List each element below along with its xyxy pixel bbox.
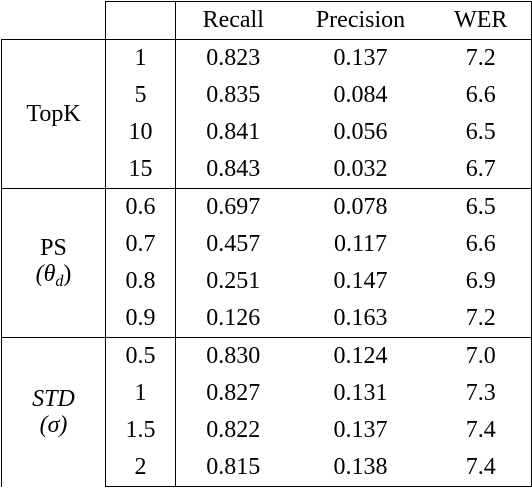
param-cell: 0.5 (105, 337, 176, 375)
results-table: Recall Precision WER TopK 1 0.823 0.137 7.2 5 0.8… (1, 1, 532, 487)
value-cell: 7.3 (430, 375, 532, 412)
data-row: 0.7 0.457 0.117 6.6 (2, 226, 532, 263)
value-cell: 0.830 (175, 337, 291, 375)
value-cell: 7.4 (430, 449, 532, 487)
value-cell: 0.835 (206, 82, 261, 109)
value-cell: 6.9 (430, 263, 532, 300)
param-cell: 10 (105, 114, 176, 151)
value-cell: 0.131 (333, 380, 388, 407)
value-cell: 6.6 (430, 77, 532, 114)
value-cell: 0.815 (175, 449, 291, 487)
data-row: 2 0.815 0.138 7.4 (2, 449, 532, 487)
value-cell: 0.124 (290, 337, 431, 375)
data-row: 1 0.827 0.131 7.3 (2, 375, 532, 412)
value-cell: 0.137 (333, 417, 388, 444)
value-cell: 0.823 (175, 39, 291, 77)
value-cell: 6.5 (430, 188, 532, 226)
data-row: 15 0.843 0.032 6.7 (2, 151, 532, 189)
label-part: (σ) (39, 412, 68, 439)
param-cell: 1.5 (105, 412, 176, 449)
header-cell (105, 1, 176, 40)
label-part: ) (63, 261, 72, 288)
value-cell: 0.137 (290, 39, 431, 77)
label-part: PS (40, 235, 67, 261)
value-cell: 7.2 (430, 300, 532, 338)
value-cell: 0.084 (333, 82, 388, 109)
group-label: PS (θd) (1, 188, 106, 338)
value-cell: 0.117 (333, 231, 388, 258)
group-label-line: PS (2, 235, 105, 261)
label-part: TopK (26, 100, 81, 127)
header-cell: Recall (175, 1, 291, 40)
value-cell: 0.841 (206, 119, 261, 146)
data-row: STD (σ) 0.5 0.830 0.124 7.0 (1, 337, 532, 487)
header-row: Recall Precision WER (1, 1, 532, 40)
value-cell: 6.6 (430, 226, 532, 263)
value-cell: 0.457 (206, 231, 261, 258)
table-body: Recall Precision WER TopK 1 0.823 0.137 7.2 5 0.8… (1, 1, 532, 487)
header-cell: WER (430, 1, 532, 40)
data-row: 10 0.841 0.056 6.5 (2, 114, 532, 151)
value-cell: 0.147 (333, 268, 388, 295)
header-cell: Precision (290, 1, 431, 40)
value-cell: 0.827 (206, 380, 261, 407)
param-cell: 1 (105, 39, 176, 77)
label-part: d (55, 273, 64, 291)
value-cell: 0.126 (175, 300, 291, 338)
param-cell: 2 (105, 449, 176, 487)
data-row: 0.8 0.251 0.147 6.9 (2, 263, 532, 300)
group-label: STD (σ) (1, 337, 106, 487)
value-cell: 7.4 (430, 412, 532, 449)
data-row: TopK 1 0.823 0.137 7.2 (1, 39, 532, 189)
data-row: PS (θd) 0.6 0.697 0.078 6.5 (1, 188, 532, 338)
param-cell: 0.9 (105, 300, 176, 338)
value-cell: 0.056 (333, 119, 388, 146)
value-cell: 7.2 (430, 39, 532, 77)
param-cell: 0.7 (105, 226, 176, 263)
value-cell: 6.7 (430, 151, 532, 189)
corner-cell (1, 1, 106, 40)
param-cell: 5 (105, 77, 176, 114)
value-cell: 6.5 (430, 114, 532, 151)
value-cell: 0.697 (175, 188, 291, 226)
value-cell: 0.843 (175, 151, 291, 189)
group-label-line: TopK (2, 101, 105, 127)
data-row: 5 0.835 0.084 6.6 (2, 77, 532, 114)
param-cell: 0.6 (105, 188, 176, 226)
value-cell: 0.251 (206, 268, 261, 295)
group-label-line: (σ) (2, 412, 105, 438)
label-part: STD (32, 385, 75, 412)
param-cell: 15 (105, 151, 176, 189)
param-cell: 1 (105, 375, 176, 412)
group-label-line: STD (2, 386, 105, 412)
group-label-line: (θd) (2, 261, 105, 291)
value-cell: 0.138 (290, 449, 431, 487)
value-cell: 0.078 (290, 188, 431, 226)
value-cell: 0.822 (206, 417, 261, 444)
value-cell: 0.032 (290, 151, 431, 189)
data-row: 1.5 0.822 0.137 7.4 (2, 412, 532, 449)
group-label: TopK (1, 39, 106, 189)
label-part: (θ (35, 261, 56, 288)
param-cell: 0.8 (105, 263, 176, 300)
value-cell: 0.163 (290, 300, 431, 338)
value-cell: 7.0 (430, 337, 532, 375)
